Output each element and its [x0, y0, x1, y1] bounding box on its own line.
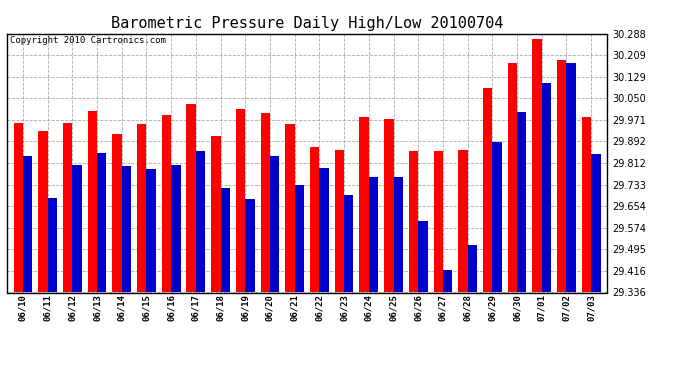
Bar: [211, 136, 221, 292]
Bar: [582, 117, 591, 292]
Bar: [443, 270, 453, 292]
Bar: [48, 198, 57, 292]
Bar: [310, 147, 319, 292]
Bar: [359, 117, 369, 292]
Bar: [433, 152, 443, 292]
Bar: [517, 112, 526, 292]
Bar: [38, 131, 48, 292]
Bar: [409, 152, 418, 292]
Bar: [285, 124, 295, 292]
Bar: [196, 152, 205, 292]
Title: Barometric Pressure Daily High/Low 20100704: Barometric Pressure Daily High/Low 20100…: [111, 16, 503, 31]
Bar: [171, 165, 181, 292]
Bar: [508, 63, 517, 292]
Bar: [542, 84, 551, 292]
Bar: [14, 123, 23, 292]
Bar: [63, 123, 72, 292]
Bar: [97, 153, 106, 292]
Bar: [418, 221, 428, 292]
Bar: [557, 60, 566, 292]
Bar: [137, 124, 146, 292]
Bar: [566, 63, 576, 292]
Bar: [483, 88, 493, 292]
Text: Copyright 2010 Cartronics.com: Copyright 2010 Cartronics.com: [10, 36, 166, 45]
Bar: [186, 104, 196, 292]
Bar: [493, 142, 502, 292]
Bar: [384, 119, 393, 292]
Bar: [458, 150, 468, 292]
Bar: [245, 199, 255, 292]
Bar: [319, 168, 329, 292]
Bar: [23, 156, 32, 292]
Bar: [591, 154, 600, 292]
Bar: [236, 109, 245, 292]
Bar: [121, 166, 131, 292]
Bar: [468, 245, 477, 292]
Bar: [393, 177, 403, 292]
Bar: [270, 156, 279, 292]
Bar: [295, 185, 304, 292]
Bar: [335, 150, 344, 292]
Bar: [146, 169, 156, 292]
Bar: [369, 177, 378, 292]
Bar: [112, 134, 121, 292]
Bar: [161, 115, 171, 292]
Bar: [72, 165, 81, 292]
Bar: [221, 188, 230, 292]
Bar: [261, 113, 270, 292]
Bar: [533, 39, 542, 292]
Bar: [88, 111, 97, 292]
Bar: [344, 195, 353, 292]
